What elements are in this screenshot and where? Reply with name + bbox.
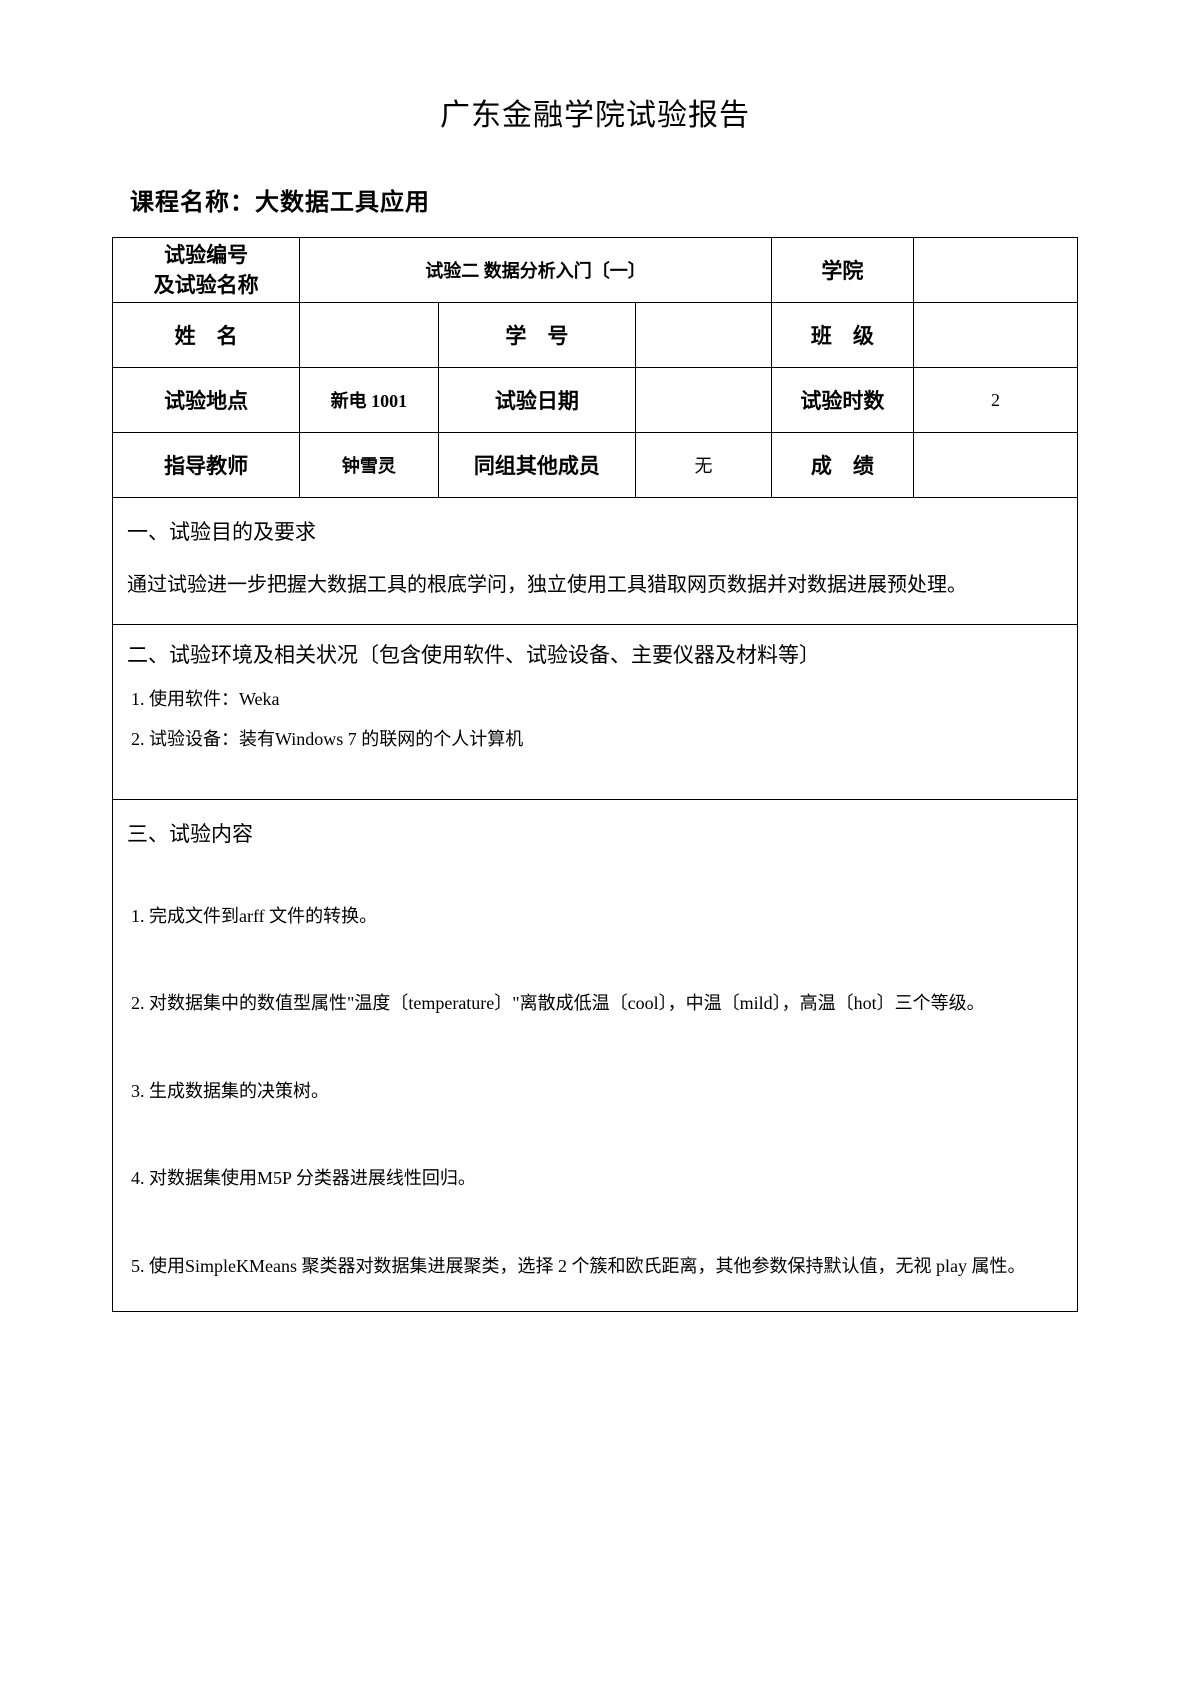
section2-cell: 二、试验环境及相关状况〔包含使用软件、试验设备、主要仪器及材料等〕 1. 使用软…	[113, 625, 1078, 800]
date-value	[636, 368, 772, 433]
grade-label: 成 绩	[771, 433, 913, 498]
report-table: 试验编号及试验名称 试验二 数据分析入门〔一〕 学院 姓 名 学 号 班 级 试…	[112, 237, 1078, 1312]
college-label: 学院	[771, 238, 913, 303]
table-row: 试验编号及试验名称 试验二 数据分析入门〔一〕 学院	[113, 238, 1078, 303]
exp-name-value: 试验二 数据分析入门〔一〕	[300, 238, 772, 303]
list-item: 2. 试验设备：装有Windows 7 的联网的个人计算机	[131, 725, 1063, 751]
table-row: 试验地点 新电 1001 试验日期 试验时数 2	[113, 368, 1078, 433]
table-row: 姓 名 学 号 班 级	[113, 303, 1078, 368]
table-row: 指导教师 钟雪灵 同组其他成员 无 成 绩	[113, 433, 1078, 498]
table-row: 一、试验目的及要求 通过试验进一步把握大数据工具的根底学问，独立使用工具猎取网页…	[113, 498, 1078, 625]
section1-title: 一、试验目的及要求	[127, 516, 1063, 546]
name-label: 姓 名	[113, 303, 300, 368]
section1-cell: 一、试验目的及要求 通过试验进一步把握大数据工具的根底学问，独立使用工具猎取网页…	[113, 498, 1078, 625]
grade-value	[913, 433, 1077, 498]
teacher-label: 指导教师	[113, 433, 300, 498]
members-label: 同组其他成员	[438, 433, 636, 498]
members-value: 无	[636, 433, 772, 498]
id-label: 学 号	[438, 303, 636, 368]
list-item: 3. 生成数据集的决策树。	[131, 1071, 1063, 1112]
exp-number-label: 试验编号及试验名称	[113, 238, 300, 303]
class-label: 班 级	[771, 303, 913, 368]
hours-label: 试验时数	[771, 368, 913, 433]
name-value	[300, 303, 438, 368]
list-item: 1. 完成文件到arff 文件的转换。	[131, 896, 1063, 937]
report-title: 广东金融学院试验报告	[112, 90, 1078, 134]
list-item: 2. 对数据集中的数值型属性"温度〔temperature〕"离散成低温〔coo…	[131, 983, 1063, 1024]
id-value	[636, 303, 772, 368]
list-item: 1. 使用软件：Weka	[131, 685, 1063, 711]
teacher-value: 钟雪灵	[300, 433, 438, 498]
section3-title: 三、试验内容	[127, 818, 1063, 848]
table-row: 二、试验环境及相关状况〔包含使用软件、试验设备、主要仪器及材料等〕 1. 使用软…	[113, 625, 1078, 800]
college-value	[913, 238, 1077, 303]
hours-value: 2	[913, 368, 1077, 433]
course-name: 课程名称：大数据工具应用	[130, 182, 1078, 217]
list-item: 5. 使用SimpleKMeans 聚类器对数据集进展聚类，选择 2 个簇和欧氏…	[131, 1246, 1063, 1287]
list-item: 4. 对数据集使用M5P 分类器进展线性回归。	[131, 1158, 1063, 1199]
section1-text: 通过试验进一步把握大数据工具的根底学问，独立使用工具猎取网页数据并对数据进展预处…	[127, 564, 1063, 606]
class-value	[913, 303, 1077, 368]
table-row: 三、试验内容 1. 完成文件到arff 文件的转换。 2. 对数据集中的数值型属…	[113, 800, 1078, 1312]
section2-title: 二、试验环境及相关状况〔包含使用软件、试验设备、主要仪器及材料等〕	[127, 639, 1063, 669]
section3-cell: 三、试验内容 1. 完成文件到arff 文件的转换。 2. 对数据集中的数值型属…	[113, 800, 1078, 1312]
location-value: 新电 1001	[300, 368, 438, 433]
date-label: 试验日期	[438, 368, 636, 433]
location-label: 试验地点	[113, 368, 300, 433]
